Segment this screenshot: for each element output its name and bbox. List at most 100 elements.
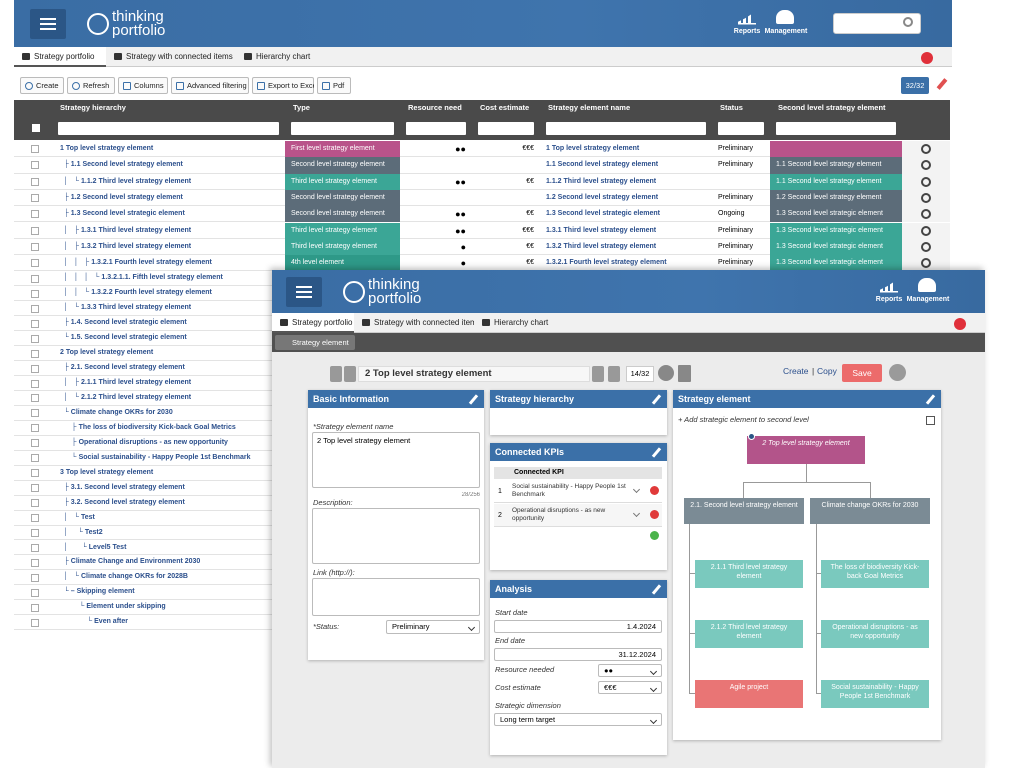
tab[interactable]: Hierarchy chart [236,47,326,67]
hierarchy-cell[interactable]: └ Climate change OKRs for 2030 [60,408,173,416]
edit-icon[interactable] [651,584,662,595]
reports-link[interactable]: Reports [875,295,903,303]
row-menu[interactable] [921,241,931,252]
input-field[interactable]: 31.12.2024 [494,648,662,661]
hierarchy-cell[interactable]: ├ The loss of biodiversity Kick-back Goa… [60,423,236,431]
reports-link[interactable]: Reports [733,27,761,35]
row-checkbox[interactable] [31,514,39,523]
hierarchy-cell[interactable]: ├ 1.3 Second level strategic element [60,210,185,218]
row-checkbox[interactable] [31,334,39,343]
nav-arrow[interactable] [344,366,356,382]
tab[interactable]: Strategy with connected items [106,47,236,67]
input-field[interactable]: Preliminary [386,620,480,634]
element-cell[interactable]: 1.3.2 Third level strategy element [546,242,657,250]
row-checkbox[interactable] [31,161,39,170]
tab-label[interactable]: Strategy portfolio [34,52,95,61]
row-checkbox[interactable] [31,242,39,251]
column-header[interactable]: Resource need [408,103,462,112]
hierarchy-cell[interactable]: │ ├ 2.1.1 Third level strategy element [60,379,192,387]
element-cell[interactable]: 1 Top level strategy element [546,145,640,152]
row-menu[interactable] [921,225,931,236]
remove-button[interactable] [650,486,659,495]
column-header[interactable]: Second level strategy element [778,103,886,112]
nav-arrow[interactable] [592,366,604,382]
row-checkbox[interactable] [31,274,39,283]
hierarchy-cell[interactable]: 1 Top level strategy element [60,145,154,152]
hierarchy-cell[interactable]: ├ Climate Change and Environment 2030 [60,558,201,566]
tab[interactable]: Strategy with connected items [354,313,474,333]
row-checkbox[interactable] [31,177,39,186]
column-header[interactable]: Cost estimate [480,103,530,112]
column-header[interactable]: Type [293,103,310,112]
hierarchy-cell[interactable]: ├ 1.1 Second level strategy element [60,161,183,169]
tab[interactable]: Strategy portfolio [272,313,354,333]
row-checkbox[interactable] [31,364,39,373]
close-button[interactable] [889,364,906,381]
row-checkbox[interactable] [31,409,39,418]
row-menu[interactable] [921,160,931,171]
toolbar-label[interactable]: Columns [134,81,164,90]
row-checkbox[interactable] [31,603,39,612]
copy-link[interactable]: Copy [817,366,837,376]
input-field[interactable]: 1.4.2024 [494,620,662,633]
close-button[interactable] [954,318,966,330]
tab-label[interactable]: Hierarchy chart [256,52,311,61]
row-menu[interactable] [921,144,931,155]
chart-node[interactable]: Climate change OKRs for 2030 [810,498,930,524]
row-checkbox[interactable] [31,469,39,478]
hierarchy-cell[interactable]: ├ 1.4. Second level strategic element [60,319,187,327]
link-textarea[interactable] [312,578,480,616]
edit-icon[interactable] [651,447,662,458]
hierarchy-cell[interactable]: │ ├ 1.3.2 Third level strategy element [60,242,192,250]
toolbar-button[interactable]: Pdf [317,77,351,94]
element-cell[interactable]: 1.1 Second level strategy element [546,161,659,169]
hierarchy-cell[interactable]: 3 Top level strategy element [60,468,154,476]
edit-icon[interactable] [651,394,662,405]
hierarchy-cell[interactable]: └ Element under skipping [60,603,166,611]
kpi-name[interactable]: Operational disruptions - as new opportu… [512,507,606,522]
row-checkbox[interactable] [31,573,39,582]
row-checkbox[interactable] [31,529,39,538]
row-checkbox[interactable] [31,349,39,358]
row-checkbox[interactable] [31,439,39,448]
toolbar-button[interactable]: Export to Excel [252,77,314,94]
subtab-button[interactable]: Strategy element [275,335,355,350]
row-menu[interactable] [921,209,931,220]
expand-icon[interactable] [926,416,935,425]
hierarchy-cell[interactable]: ├ 3.1. Second level strategy element [60,483,185,491]
row-checkbox[interactable] [31,145,39,154]
hierarchy-cell[interactable]: │ └ Climate change OKRs for 2028B [60,573,188,581]
toolbar-label[interactable]: Pdf [333,81,345,90]
add-link[interactable]: + Add strategic element to second level [678,415,809,424]
hierarchy-cell[interactable]: │ │ └ 1.3.2.2 Fourth level strategy elem… [60,289,212,297]
nav-arrow[interactable] [608,366,620,382]
pdf-button[interactable] [678,365,691,382]
management-link[interactable]: Management [906,295,950,303]
edit-icon[interactable] [468,394,479,405]
toolbar-button[interactable]: Create [20,77,64,94]
element-cell[interactable]: 1.3 Second level strategic element [546,210,660,218]
row-checkbox[interactable] [31,379,39,388]
management-icon[interactable] [776,9,794,24]
row-menu[interactable] [921,258,931,269]
column-filter[interactable] [718,122,764,135]
kpi-name[interactable]: Social sustainability - Happy People 1st… [512,483,626,498]
chart-node[interactable]: 2 Top level strategy element [747,436,865,464]
column-header[interactable]: Status [720,103,743,112]
hierarchy-cell[interactable]: ├ 3.2. Second level strategy element [60,498,185,506]
column-filter[interactable] [58,122,279,135]
remove-button[interactable] [650,510,659,519]
chart-node[interactable]: Operational disruptions - as new opportu… [821,620,929,648]
search-box[interactable] [833,13,921,34]
tab[interactable]: Strategy portfolio [14,47,106,67]
info-button[interactable] [658,365,674,381]
row-checkbox[interactable] [31,618,39,627]
hierarchy-cell[interactable]: └ Social sustainability - Happy People 1… [60,453,251,461]
hierarchy-cell[interactable]: └ – Skipping element [60,588,135,596]
select-all[interactable] [32,124,40,132]
add-button[interactable] [650,531,659,540]
hierarchy-cell[interactable]: ├ 1.2 Second level strategy element [60,193,183,201]
tab-label[interactable]: Strategy portfolio [292,318,353,327]
row-checkbox[interactable] [31,558,39,567]
chart-node[interactable]: 2.1.1 Third level strategy element [695,560,803,588]
